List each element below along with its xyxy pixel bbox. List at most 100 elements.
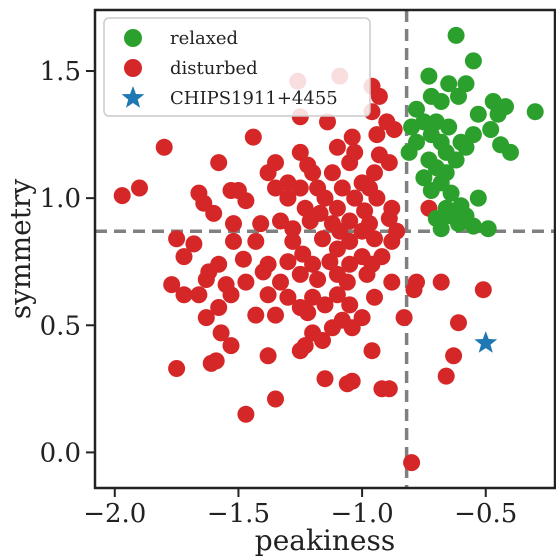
relaxed-point: [464, 52, 482, 70]
disturbed-point: [380, 210, 398, 227]
disturbed-point: [445, 347, 463, 365]
disturbed-point: [237, 192, 255, 210]
disturbed-point: [323, 164, 341, 182]
disturbed-point: [212, 324, 230, 342]
disturbed-point: [197, 271, 215, 288]
disturbed-point: [341, 296, 359, 314]
legend-marker-target: [121, 86, 145, 108]
disturbed-point: [316, 296, 334, 314]
disturbed-point: [328, 199, 346, 217]
relaxed-point: [415, 169, 433, 187]
disturbed-point: [272, 273, 289, 291]
legend-label: CHIPS1911+4455: [170, 88, 338, 109]
disturbed-point: [168, 360, 186, 377]
disturbed-point: [358, 265, 376, 283]
disturbed-point: [450, 314, 467, 332]
disturbed-point: [222, 286, 240, 304]
disturbed-point: [155, 138, 173, 156]
disturbed-point: [234, 250, 252, 268]
axis-ticks: −2.0 −1.5 −1.0 −0.5 0.0 0.5 1.0 1.5: [40, 57, 518, 529]
disturbed-point: [163, 276, 181, 294]
disturbed-point: [366, 288, 383, 306]
relaxed-point: [469, 105, 487, 123]
relaxed-point: [469, 189, 487, 207]
disturbed-point: [259, 164, 277, 182]
disturbed-point: [346, 189, 364, 207]
relaxed-point: [400, 143, 418, 161]
x-tick-label: −0.5: [454, 499, 517, 529]
y-tick-label: 0.0: [40, 438, 81, 468]
y-tick-label: 1.5: [40, 57, 81, 87]
legend-marker-disturbed: [124, 59, 142, 77]
disturbed-point: [185, 235, 203, 253]
disturbed-point: [259, 286, 277, 304]
relaxed-point: [403, 118, 421, 136]
x-tick-label: −2.0: [83, 499, 146, 529]
y-tick-label: 1.0: [40, 184, 81, 214]
relaxed-point: [432, 220, 450, 238]
disturbed-point: [222, 337, 240, 355]
disturbed-point: [341, 232, 359, 250]
disturbed-point: [197, 309, 215, 327]
disturbed-point: [321, 253, 339, 271]
disturbed-point: [474, 281, 492, 299]
disturbed-point: [291, 342, 309, 360]
disturbed-point: [237, 273, 255, 291]
disturbed-point: [343, 319, 361, 337]
disturbed-point: [267, 306, 284, 324]
disturbed-point: [304, 164, 322, 182]
disturbed-point: [175, 248, 193, 266]
relaxed-point: [432, 93, 450, 110]
relaxed-point: [502, 143, 519, 161]
disturbed-point: [319, 113, 336, 131]
disturbed-point: [301, 212, 319, 230]
disturbed-point: [373, 380, 391, 398]
disturbed-point: [395, 309, 413, 327]
relaxed-point: [422, 182, 440, 199]
disturbed-point: [338, 273, 356, 291]
disturbed-point: [316, 370, 334, 388]
x-axis-label: peakiness: [255, 524, 395, 556]
disturbed-point: [267, 390, 284, 408]
disturbed-point: [190, 286, 208, 304]
relaxed-point: [482, 121, 500, 138]
disturbed-point: [383, 232, 401, 250]
disturbed-point: [113, 187, 131, 205]
disturbed-point: [338, 375, 356, 393]
disturbed-point: [279, 288, 297, 306]
disturbed-point: [247, 232, 265, 250]
relaxed-point: [457, 75, 475, 93]
legend-label: disturbed: [170, 58, 258, 79]
disturbed-point: [328, 138, 346, 156]
relaxed-point: [408, 100, 425, 118]
y-axis-label: symmetry: [4, 179, 37, 319]
legend-box: [103, 17, 371, 117]
disturbed-point: [403, 454, 421, 472]
target-star-point: [474, 331, 498, 353]
relaxed-point: [447, 151, 465, 169]
disturbed-point: [314, 230, 331, 248]
disturbed-point: [405, 281, 423, 299]
disturbed-point: [225, 232, 242, 250]
disturbed-point: [380, 154, 398, 172]
disturbed-point: [323, 319, 341, 337]
relaxed-point: [440, 75, 458, 93]
disturbed-point: [267, 179, 284, 197]
disturbed-point: [437, 367, 455, 385]
disturbed-point: [366, 230, 383, 248]
plot-frame: [93, 8, 556, 490]
disturbed-point: [279, 189, 297, 207]
disturbed-point: [244, 128, 262, 146]
y-tick-label: 0.5: [40, 311, 81, 341]
disturbed-point: [341, 154, 359, 172]
relaxed-point: [489, 105, 507, 123]
legend-label: relaxed: [170, 28, 238, 49]
disturbed-point: [328, 286, 346, 304]
disturbed-point: [363, 342, 381, 360]
disturbed-point: [131, 179, 148, 197]
disturbed-point: [385, 121, 403, 138]
relaxed-point: [526, 103, 544, 121]
relaxed-point: [479, 220, 497, 238]
disturbed-point: [210, 154, 228, 172]
